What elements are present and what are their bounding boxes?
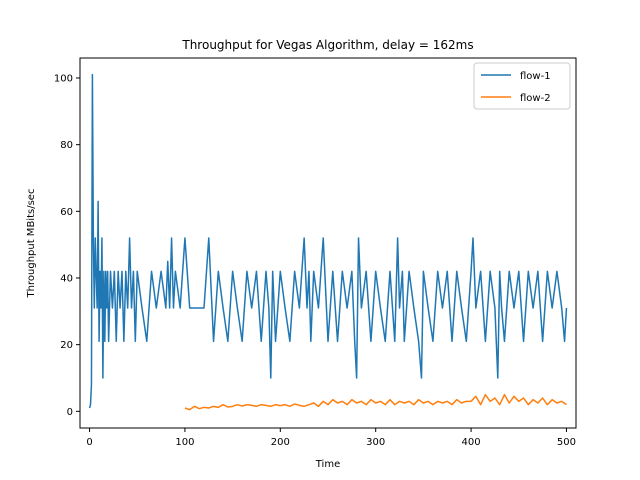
y-axis: 0 20 40 60 80 100 — [54, 74, 80, 418]
x-tick-label: 200 — [271, 437, 290, 448]
x-tick-label: 500 — [557, 437, 576, 448]
axes-spines — [79, 57, 577, 429]
y-tick-label: 0 — [67, 407, 73, 418]
chart-title: Throughput for Vegas Algorithm, delay = … — [181, 38, 473, 52]
x-axis: 0 100 200 300 400 500 — [86, 428, 576, 448]
y-tick-label: 20 — [60, 340, 73, 351]
x-tick-label: 0 — [86, 437, 92, 448]
y-tick-label: 40 — [60, 274, 73, 285]
legend-label-flow-2: flow-2 — [520, 93, 551, 104]
y-tick-label: 100 — [54, 74, 73, 85]
y-tick-label: 60 — [60, 207, 73, 218]
series-line-flow-1 — [88, 73, 568, 409]
x-tick-label: 100 — [175, 437, 194, 448]
x-tick-label: 400 — [462, 437, 481, 448]
x-tick-label: 300 — [366, 437, 385, 448]
series-layer — [88, 73, 568, 411]
plot-border — [79, 57, 577, 429]
series-line-flow-2 — [184, 393, 567, 411]
y-tick-label: 80 — [60, 140, 73, 151]
x-axis-label: Time — [315, 459, 340, 470]
plot-background — [80, 58, 576, 428]
y-axis-label: Throughput MBits/sec — [26, 189, 37, 299]
legend: flow-1 flow-2 — [473, 62, 571, 110]
legend-label-flow-1: flow-1 — [520, 71, 551, 82]
plot-area — [80, 58, 576, 428]
